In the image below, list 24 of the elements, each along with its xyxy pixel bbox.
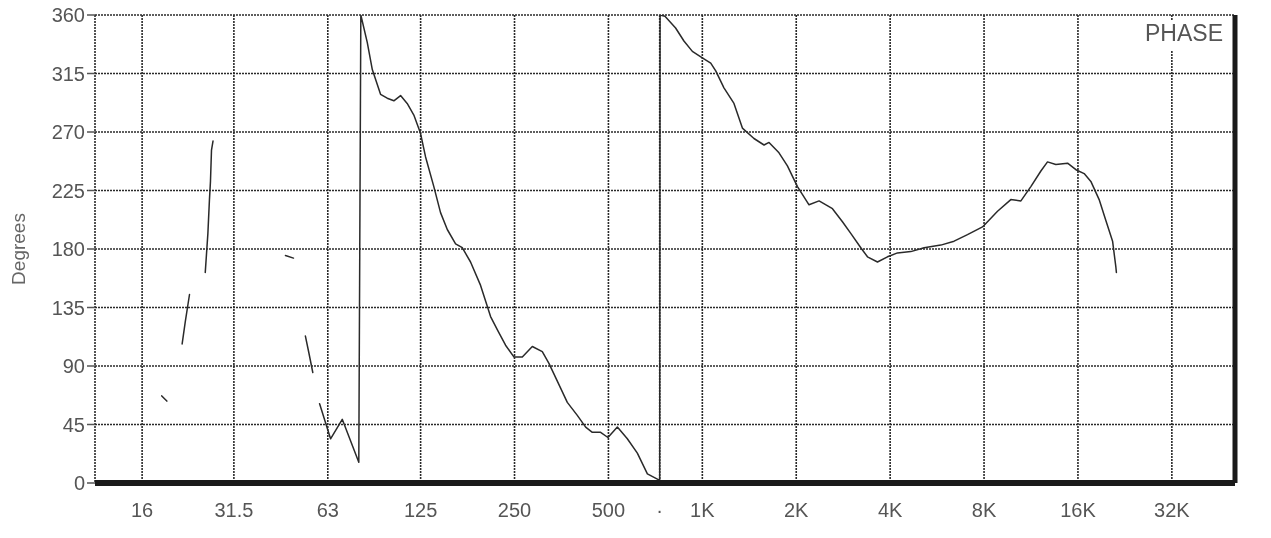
x-tick-label: 125 xyxy=(403,499,438,522)
x-tick-label: 16K xyxy=(1060,499,1097,522)
y-tick-label: 135 xyxy=(51,296,85,319)
y-tick-label: 360 xyxy=(51,4,85,27)
x-tick-label: 8K xyxy=(971,499,997,522)
x-tick-label: 63 xyxy=(316,499,339,522)
y-axis-title: Degrees xyxy=(7,213,29,285)
x-tick-label: 4K xyxy=(877,499,904,522)
annotation: PHASE xyxy=(1143,20,1225,50)
y-tick-label: 270 xyxy=(51,121,85,144)
x-tick-label: 2K xyxy=(784,499,810,522)
x-tick-label: 16 xyxy=(130,499,154,522)
x-tick-label: 250 xyxy=(497,499,532,522)
y-tick-label: 0 xyxy=(73,472,85,495)
x-tick-label: 1K xyxy=(690,499,716,522)
x-tick-label: · xyxy=(656,499,664,522)
x-tick-label: 500 xyxy=(591,499,626,522)
y-tick-label: 315 xyxy=(51,62,85,85)
x-tick-label: 31.5 xyxy=(214,499,254,522)
y-tick-label: 180 xyxy=(51,238,85,261)
y-tick-label: 225 xyxy=(51,179,85,202)
x-tick-label: 32K xyxy=(1154,499,1191,522)
y-tick-label: 45 xyxy=(62,413,85,436)
y-tick-label: 90 xyxy=(62,355,85,378)
